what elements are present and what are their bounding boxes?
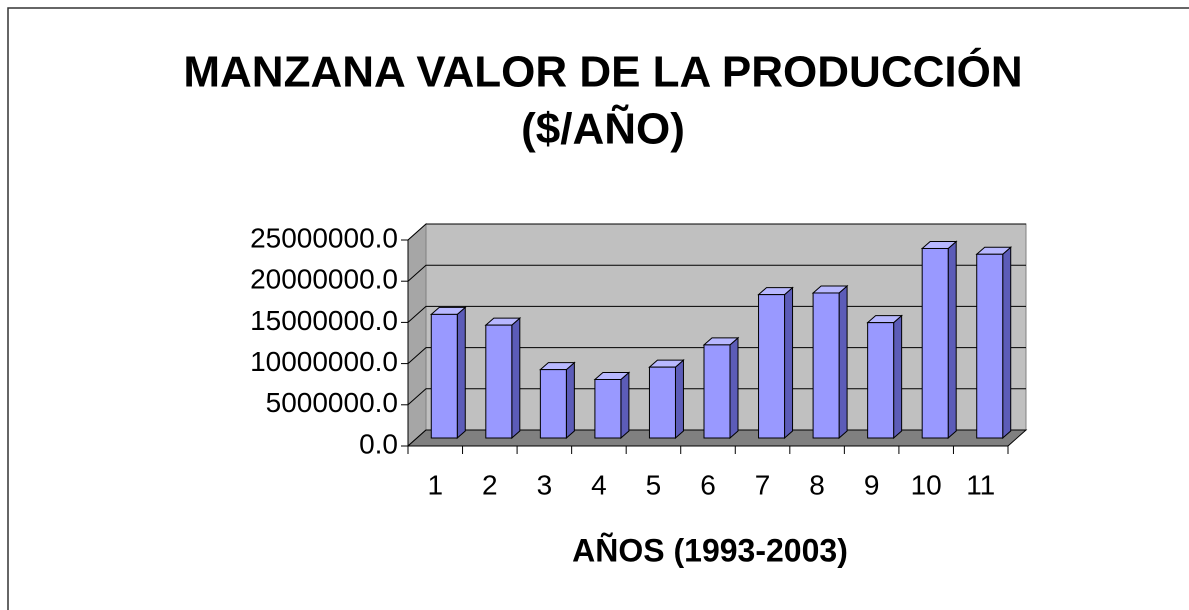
grid-line (407, 223, 1026, 241)
bar-front (594, 378, 622, 439)
bar-front (485, 324, 513, 439)
bar-side (456, 306, 466, 440)
x-tick-label: 10 (911, 469, 942, 500)
x-tick-label: 1 (427, 469, 443, 500)
bar-front (867, 322, 895, 439)
bar-side (838, 284, 848, 440)
x-tick-label: 5 (646, 469, 662, 500)
y-tick-label: 25000000.0 (250, 222, 398, 253)
x-axis-title: AÑOS (1993-2003) (572, 532, 848, 568)
chart-frame (7, 7, 1189, 610)
bar-front (976, 253, 1004, 439)
bar (593, 371, 631, 440)
bar-front (758, 294, 786, 439)
chart-title: ($/AÑO) (521, 104, 685, 154)
bar (920, 240, 958, 440)
y-tick-label: 20000000.0 (250, 264, 398, 295)
x-tick-label: 2 (482, 469, 498, 500)
bar-front (430, 313, 458, 439)
y-tick-label: 0.0 (359, 428, 398, 459)
y-tick-label: 15000000.0 (250, 305, 398, 336)
bar (757, 286, 794, 440)
bar (811, 284, 849, 440)
chart-title: MANZANA VALOR DE LA PRODUCCIÓN (183, 47, 1022, 97)
bar-side (511, 317, 521, 440)
bar (484, 317, 522, 440)
x-tick-label: 11 (966, 469, 995, 500)
plot-area: 0.0 5000000.0 10000000.0 15000000.0 20000000… (250, 222, 1028, 500)
side-wall (407, 222, 427, 448)
x-tick-label: 4 (591, 469, 607, 500)
bar-side (674, 359, 684, 440)
bar (866, 314, 903, 440)
bar-side (1002, 246, 1012, 440)
bar-front (812, 292, 840, 439)
bar-side (729, 336, 739, 440)
bar (648, 359, 685, 440)
grid-line (407, 264, 1026, 282)
bar (975, 246, 1013, 440)
x-tick-label: 8 (809, 469, 825, 500)
y-tick-label: 10000000.0 (250, 346, 398, 377)
bar-side (784, 286, 794, 440)
y-tick-label: 5000000.0 (266, 387, 398, 418)
bar-front (703, 344, 731, 439)
bar-front (539, 369, 567, 439)
bar (429, 306, 467, 440)
x-tick-label: 3 (537, 469, 553, 500)
bar-front (648, 366, 676, 439)
x-tick-label: 6 (700, 469, 716, 500)
bar-side (565, 361, 575, 440)
bar-side (893, 314, 903, 440)
bar (539, 361, 576, 440)
x-tick-label: 7 (755, 469, 771, 500)
bar-side (620, 371, 630, 440)
bar-side (947, 240, 957, 440)
bar (702, 336, 740, 440)
x-tick-label: 9 (864, 469, 880, 500)
bar-front (921, 247, 949, 439)
